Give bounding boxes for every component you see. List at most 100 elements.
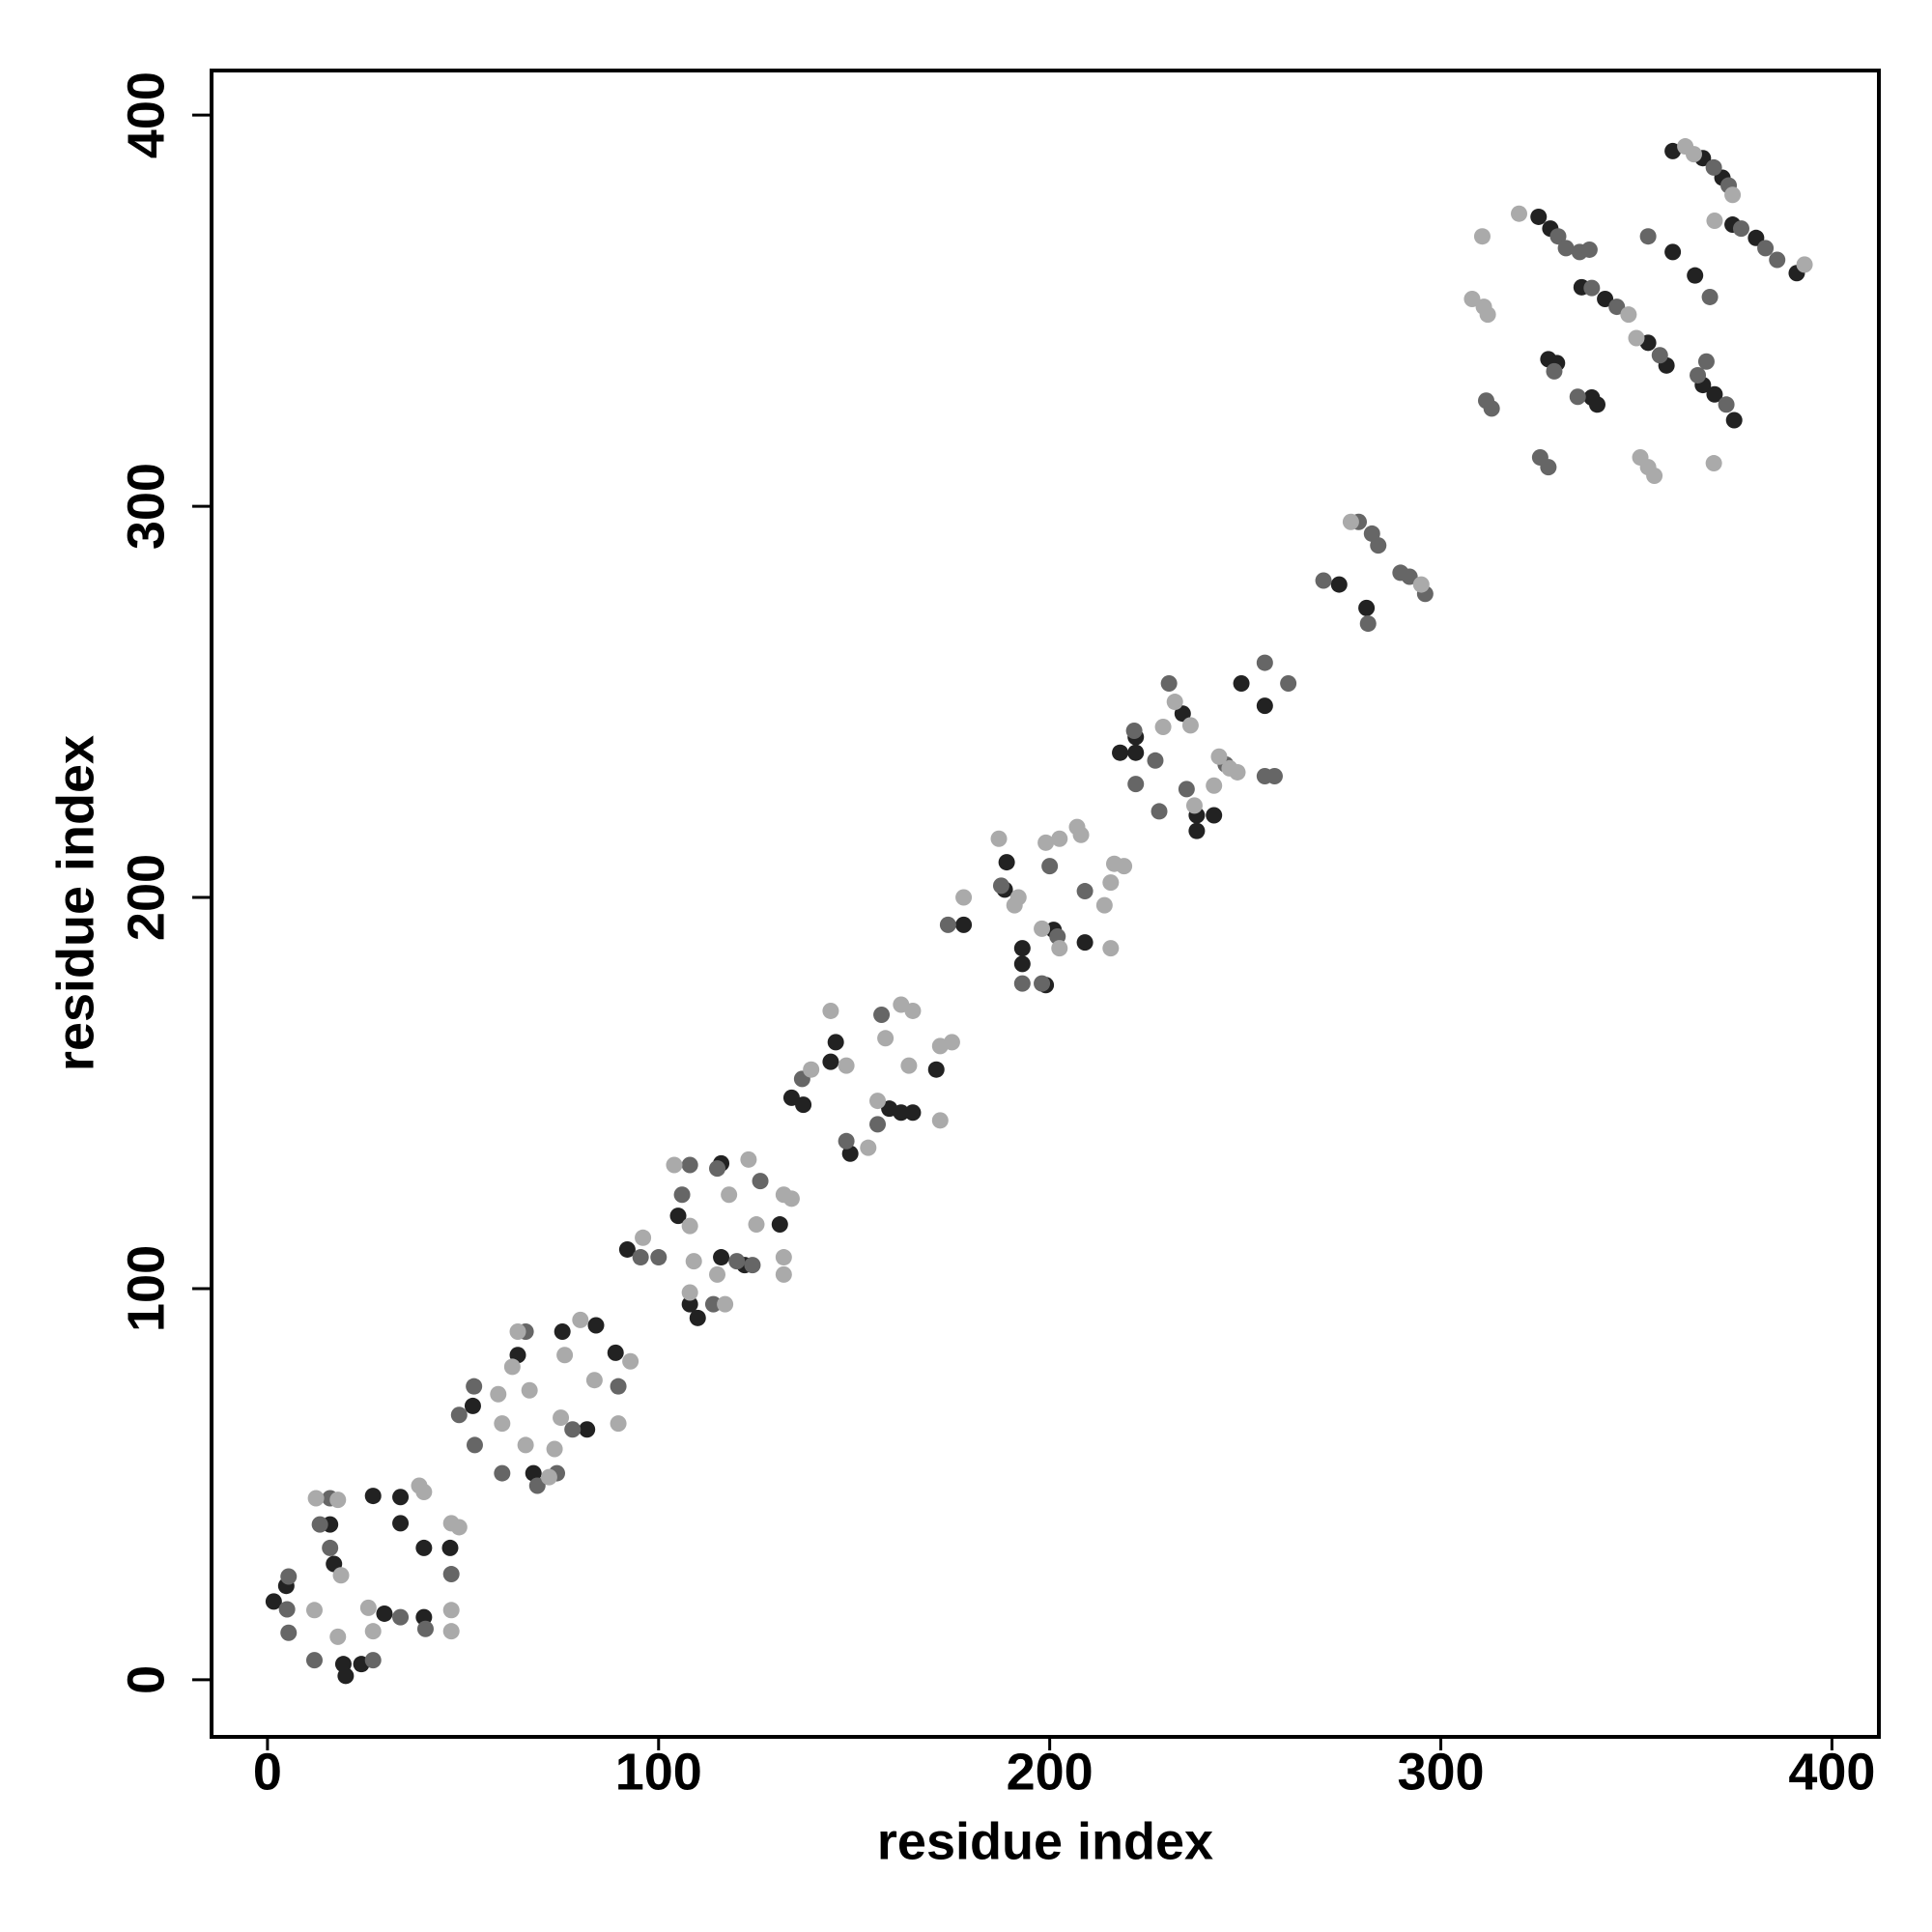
point	[1166, 694, 1183, 711]
point	[673, 1186, 691, 1204]
point	[1725, 412, 1743, 429]
x-tick-label: 400	[1788, 1743, 1875, 1801]
point	[466, 1436, 483, 1454]
point	[1233, 675, 1250, 693]
y-tick-label: 300	[117, 463, 175, 550]
point	[1102, 874, 1120, 892]
point	[618, 1240, 636, 1258]
point	[441, 1539, 459, 1556]
point	[337, 1667, 355, 1685]
point	[607, 1344, 624, 1361]
point	[1051, 830, 1068, 847]
point	[650, 1249, 668, 1266]
point	[1127, 776, 1145, 793]
point	[1639, 228, 1657, 245]
point	[927, 1061, 945, 1078]
point	[466, 1378, 483, 1395]
point	[1051, 940, 1068, 957]
x-tick-label: 300	[1397, 1743, 1484, 1801]
point	[307, 1490, 325, 1507]
point	[1151, 803, 1168, 820]
point	[1265, 767, 1283, 784]
point	[822, 1002, 839, 1019]
x-tick-label: 100	[615, 1743, 702, 1801]
y-tick-label: 400	[117, 71, 175, 158]
point	[610, 1415, 627, 1433]
x-axis-label: residue index	[877, 1812, 1213, 1870]
point	[1147, 752, 1164, 769]
point	[364, 1623, 382, 1640]
point	[827, 1034, 844, 1051]
point	[1479, 306, 1496, 324]
y-tick-label: 0	[117, 1665, 175, 1694]
point	[955, 916, 973, 933]
point	[900, 1057, 918, 1074]
point	[1358, 599, 1376, 616]
point	[1181, 717, 1199, 734]
point	[359, 1599, 377, 1616]
point	[1597, 290, 1614, 307]
point	[1697, 353, 1715, 370]
point	[1620, 306, 1637, 324]
y-tick-label: 200	[117, 854, 175, 941]
point	[1160, 675, 1178, 693]
point	[1701, 288, 1719, 305]
point	[689, 1309, 706, 1326]
point	[1206, 777, 1223, 794]
point	[376, 1605, 393, 1622]
point	[1796, 256, 1813, 273]
point	[1580, 241, 1598, 258]
point	[728, 1253, 746, 1270]
point	[681, 1295, 698, 1313]
point	[841, 1145, 859, 1162]
point	[748, 1216, 765, 1234]
plot-frame	[210, 69, 1881, 1739]
point	[635, 1229, 652, 1246]
point	[1401, 568, 1418, 585]
point	[305, 1602, 323, 1619]
point	[1206, 807, 1223, 824]
point	[521, 1381, 538, 1399]
point	[1102, 940, 1120, 957]
point	[704, 1295, 722, 1313]
point	[490, 1385, 507, 1403]
point	[869, 1093, 887, 1110]
point	[713, 1249, 730, 1266]
point	[1125, 723, 1143, 740]
point	[666, 1156, 683, 1174]
point	[1229, 763, 1246, 781]
point	[322, 1539, 339, 1556]
point	[587, 1317, 605, 1334]
point	[329, 1492, 347, 1509]
point	[775, 1249, 792, 1266]
point	[782, 1190, 800, 1208]
point	[265, 1593, 282, 1610]
point	[744, 1257, 761, 1274]
point	[554, 1322, 571, 1340]
point	[795, 1096, 812, 1114]
point	[893, 1104, 910, 1122]
point	[1210, 748, 1228, 765]
point	[525, 1464, 542, 1482]
point	[1769, 251, 1786, 269]
point	[1569, 388, 1586, 406]
point	[364, 1488, 382, 1505]
point	[1280, 675, 1297, 693]
point	[1685, 146, 1702, 163]
point	[681, 1217, 698, 1235]
point	[1557, 240, 1575, 257]
point	[1370, 537, 1387, 554]
point	[464, 1397, 481, 1414]
point	[1013, 955, 1031, 973]
point	[1628, 329, 1645, 347]
point	[1724, 186, 1742, 204]
point	[1127, 744, 1145, 761]
x-tick-label: 200	[1007, 1743, 1094, 1801]
point	[442, 1566, 460, 1583]
point	[709, 1160, 726, 1178]
point	[392, 1608, 410, 1626]
point	[860, 1139, 877, 1156]
point	[572, 1311, 589, 1328]
point	[503, 1358, 521, 1376]
point	[869, 1116, 887, 1133]
